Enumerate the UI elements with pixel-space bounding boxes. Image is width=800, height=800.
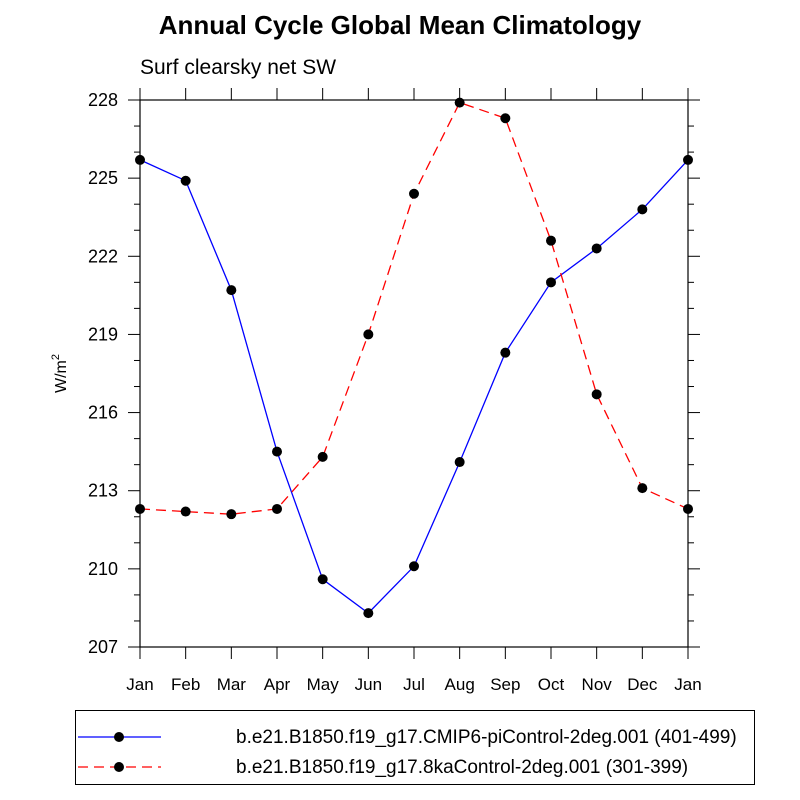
- x-tick-label: May: [307, 675, 340, 694]
- x-tick-label: Mar: [217, 675, 247, 694]
- series-line-2: [139, 101, 689, 515]
- y-tick-label: 225: [88, 168, 118, 188]
- legend-swatch-series-1: [78, 732, 161, 742]
- series-1-point: [317, 574, 328, 585]
- y-tick-label: 213: [88, 481, 118, 501]
- series-1-point: [546, 277, 556, 288]
- series-2-point: [591, 389, 602, 400]
- line-chart: 207 210 213 216 219 222 225 228 Jan Feb Mar Apr May J…: [50, 88, 702, 694]
- y-axis-label: W/m2: [50, 354, 70, 393]
- series-1-point: [226, 285, 237, 296]
- series-2-point: [272, 503, 282, 514]
- legend-item-series-1: b.e21.B1850.f19_g17.CMIP6-piControl-2deg…: [76, 723, 756, 753]
- series-2-point: [454, 97, 465, 108]
- series-1-point: [683, 154, 693, 165]
- y-tick-label: 222: [88, 246, 118, 266]
- series-2-point: [180, 506, 191, 517]
- x-tick-label: Jul: [403, 675, 425, 694]
- series-1-point: [180, 175, 191, 186]
- x-tick-label: Oct: [538, 675, 565, 694]
- series-2-point: [317, 451, 328, 462]
- y-tick-label: 228: [88, 90, 118, 110]
- chart-title: Annual Cycle Global Mean Climatology: [158, 10, 642, 40]
- legend: b.e21.B1850.f19_g17.CMIP6-piControl-2deg…: [75, 710, 755, 785]
- series-2-point: [226, 509, 237, 520]
- x-tick-label: Jun: [355, 675, 382, 694]
- series-1-point: [637, 204, 648, 215]
- y-tick-label: 219: [88, 324, 118, 344]
- y-tick-label: 207: [88, 637, 118, 657]
- legend-item-series-2: b.e21.B1850.f19_g17.8kaControl-2deg.001 …: [76, 753, 756, 783]
- x-tick-label: Sep: [490, 675, 520, 694]
- y-tick-label: 210: [88, 559, 118, 579]
- series-2-point: [409, 188, 419, 199]
- x-tick-label: Jan: [126, 675, 153, 694]
- x-tick-label: Nov: [582, 675, 613, 694]
- x-tick-label: Dec: [627, 675, 658, 694]
- legend-label-series-1: b.e21.B1850.f19_g17.CMIP6-piControl-2deg…: [236, 727, 737, 748]
- series-1-point: [454, 457, 465, 468]
- chart-subtitle: Surf clearsky net SW: [140, 56, 337, 79]
- series-2-point: [363, 329, 374, 340]
- x-tick-label: Aug: [445, 675, 475, 694]
- series-1-point: [500, 347, 511, 358]
- y-axis-label-superscript: 2: [50, 354, 62, 360]
- y-tick-label: 216: [88, 403, 118, 423]
- x-tick-label: Feb: [171, 675, 200, 694]
- series-1-point: [409, 561, 419, 572]
- series-line-1: [139, 159, 689, 614]
- series-2-point: [500, 113, 511, 124]
- series-1-point: [591, 243, 602, 254]
- series-2-point: [637, 483, 648, 494]
- x-tick-label: Apr: [264, 675, 291, 694]
- legend-swatch-series-2: [78, 762, 161, 772]
- legend-label-series-2: b.e21.B1850.f19_g17.8kaControl-2deg.001 …: [236, 757, 689, 778]
- series-2-point: [683, 503, 693, 514]
- series-2-point: [546, 235, 556, 246]
- series-1-point: [135, 154, 145, 165]
- x-tick-label: Jan: [674, 675, 701, 694]
- series-2-point: [135, 503, 145, 514]
- series-1-point: [363, 608, 374, 619]
- series-1-point: [272, 446, 282, 457]
